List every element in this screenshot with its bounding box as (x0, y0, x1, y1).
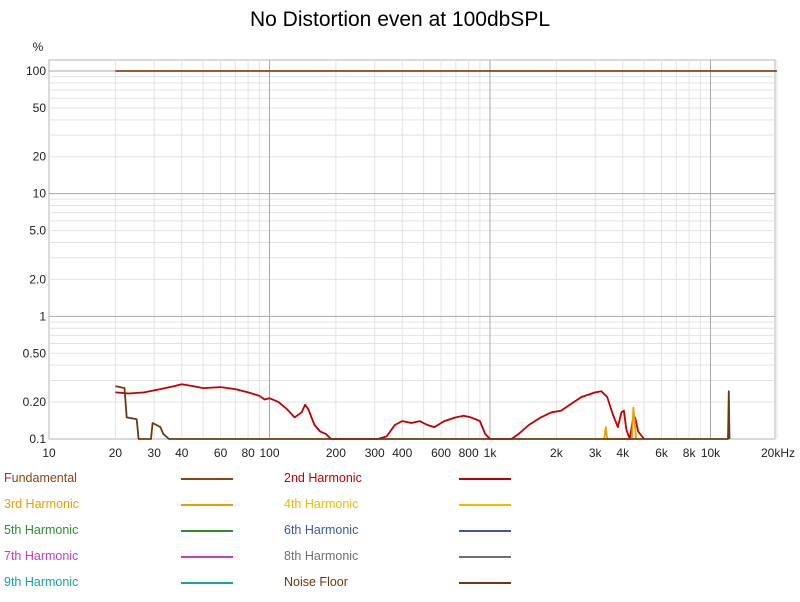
legend-label: Fundamental (4, 471, 77, 485)
x-tick-label: 3k (589, 446, 603, 460)
y-tick-labels: 100 50 20 10 5.0 2.0 1 0.50 0.20 0.1 (23, 64, 47, 446)
y-tick-label: 0.20 (23, 395, 47, 409)
x-tick-label: 400 (392, 446, 412, 460)
x-tick-label: 30 (148, 446, 162, 460)
legend-swatch (181, 504, 233, 506)
legend-item-7th-harmonic: 7th Harmonic (4, 549, 241, 569)
legend-swatch (459, 504, 511, 506)
y-tick-label: 0.50 (23, 346, 47, 360)
y-tick-label: 20 (33, 150, 47, 164)
series-noise-floor (115, 385, 731, 440)
legend-swatch (459, 556, 511, 558)
x-tick-label: 300 (365, 446, 385, 460)
legend-swatch (181, 530, 233, 532)
legend-label: 6th Harmonic (284, 523, 359, 537)
legend-item-8th-harmonic: 8th Harmonic (284, 549, 519, 569)
y-tick-label: 10 (33, 187, 47, 201)
x-tick-label: 20 (109, 446, 123, 460)
series-2nd-harmonic (115, 383, 645, 440)
legend-label: 9th Harmonic (4, 575, 79, 589)
x-tick-label: 80 (241, 446, 255, 460)
y-tick-label: 50 (33, 101, 47, 115)
legend-swatch (459, 582, 511, 584)
x-tick-label: 10k (701, 446, 721, 460)
chart-title: No Distortion even at 100dbSPL (249, 8, 551, 31)
x-tick-label: 20kHz (761, 446, 795, 460)
legend-item-9th-harmonic: 9th Harmonic (4, 575, 241, 595)
legend-item-noise-floor: Noise Floor (284, 575, 519, 595)
legend-swatch (181, 478, 233, 480)
y-axis-label: % (33, 40, 44, 54)
legend-swatch (181, 582, 233, 584)
y-tick-label: 2.0 (29, 272, 46, 286)
x-tick-label: 8k (683, 446, 697, 460)
x-tick-label: 200 (326, 446, 346, 460)
x-tick-label: 4k (616, 446, 630, 460)
legend-swatch (181, 556, 233, 558)
x-tick-label: 10 (42, 446, 56, 460)
legend-label: Noise Floor (284, 575, 348, 589)
x-tick-label: 600 (431, 446, 451, 460)
x-tick-labels: 10 20 30 40 60 80 100 200 300 400 600 800 1k 2k 3k 4k 6k… (42, 446, 795, 460)
x-tick-label: 60 (214, 446, 228, 460)
legend-swatch (459, 478, 511, 480)
legend-label: 8th Harmonic (284, 549, 359, 563)
legend-item-6th-harmonic: 6th Harmonic (284, 523, 519, 543)
legend-swatch (459, 530, 511, 532)
plot-area (48, 59, 776, 440)
legend-label: 5th Harmonic (4, 523, 79, 537)
x-tick-label: 1k (484, 446, 498, 460)
legend-label: 2nd Harmonic (284, 471, 362, 485)
legend-item-2nd-harmonic: 2nd Harmonic (284, 471, 519, 491)
legend-item-5th-harmonic: 5th Harmonic (4, 523, 241, 543)
y-tick-label: 5.0 (29, 224, 46, 238)
series-layer (115, 70, 777, 440)
x-tick-label: 40 (175, 446, 189, 460)
minor-gridlines (49, 60, 778, 439)
legend-label: 4th Harmonic (284, 497, 359, 511)
legend-item-3rd-harmonic: 3rd Harmonic (4, 497, 241, 517)
legend-label: 7th Harmonic (4, 549, 79, 563)
y-tick-label: 1 (39, 309, 46, 323)
x-tick-label: 100 (259, 446, 279, 460)
x-tick-label: 800 (459, 446, 479, 460)
legend-item-fundamental: Fundamental (4, 471, 241, 491)
x-tick-label: 2k (550, 446, 564, 460)
x-tick-label: 6k (655, 446, 669, 460)
legend-label: 3rd Harmonic (4, 497, 80, 511)
y-tick-label: 100 (26, 64, 46, 78)
y-tick-label: 0.1 (29, 432, 46, 446)
legend-item-4th-harmonic: 4th Harmonic (284, 497, 519, 517)
